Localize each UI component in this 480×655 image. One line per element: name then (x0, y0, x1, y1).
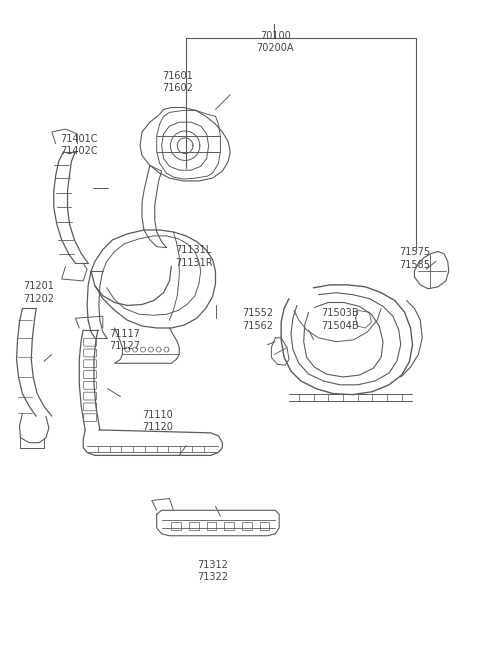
Bar (189, 522, 199, 530)
Text: 70100
70200A: 70100 70200A (256, 31, 294, 53)
Text: 71503B
71504B: 71503B 71504B (321, 309, 359, 331)
Bar (207, 522, 216, 530)
Text: 71552
71562: 71552 71562 (242, 309, 273, 331)
Bar (260, 522, 269, 530)
Text: 71110
71120: 71110 71120 (142, 409, 173, 432)
Text: 71131L
71131R: 71131L 71131R (175, 246, 213, 268)
Bar (171, 522, 181, 530)
Text: 71575
71585: 71575 71585 (399, 247, 431, 270)
Bar (242, 522, 252, 530)
Text: 71117
71127: 71117 71127 (109, 329, 140, 351)
Text: 71601
71602: 71601 71602 (162, 71, 193, 93)
Text: 71201
71202: 71201 71202 (23, 281, 54, 304)
Text: 71401C
71402C: 71401C 71402C (60, 134, 98, 156)
Text: 71312
71322: 71312 71322 (197, 560, 228, 582)
Bar (224, 522, 234, 530)
